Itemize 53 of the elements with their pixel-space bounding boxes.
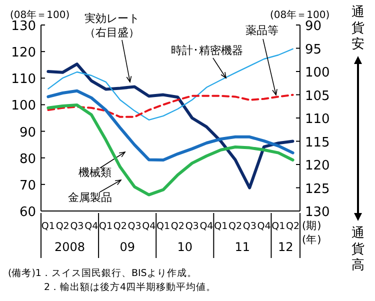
y-tick-label: 80 bbox=[19, 152, 36, 167]
text: 11 bbox=[234, 240, 250, 254]
y2-axis-title: (08年＝100) bbox=[270, 9, 330, 21]
x-tick-label: Q3 bbox=[242, 221, 256, 232]
x-axis-title: (期) bbox=[302, 220, 322, 232]
y-tick-label: 120 bbox=[11, 46, 36, 61]
x-tick-label: Q3 bbox=[185, 221, 199, 232]
x-tick-label: Q3 bbox=[128, 221, 142, 232]
text: 2．輸出額は後方4四半期移動平均値。 bbox=[44, 281, 216, 293]
text: 09 bbox=[120, 240, 135, 254]
x2-axis-title: (年) bbox=[302, 234, 322, 246]
y-tick-label: 110 bbox=[11, 72, 36, 88]
y2-tick-label: 95 bbox=[305, 42, 322, 58]
y-tick-label: 130 bbox=[11, 19, 36, 34]
x-tick-label: Q1 bbox=[214, 221, 228, 232]
text: 2008 bbox=[54, 240, 86, 254]
y2-tick-label: 105 bbox=[305, 88, 330, 104]
series-label: 金属製品 bbox=[68, 191, 112, 204]
text: (備考)1．スイス国民銀行、BISより作成。 bbox=[8, 267, 197, 279]
y2-tick-label: 115 bbox=[305, 135, 330, 150]
x-tick-label: Q2 bbox=[56, 221, 70, 232]
x-tick-label: Q1 bbox=[272, 221, 286, 232]
x-tick-label: Q1 bbox=[98, 221, 113, 232]
x-tick-label: Q4 bbox=[142, 221, 156, 232]
y2-tick-label: 130 bbox=[305, 205, 330, 220]
text: 通貨高 bbox=[352, 226, 364, 273]
x-tick-label: Q2 bbox=[113, 221, 127, 232]
x-tick-label: Q2 bbox=[286, 221, 300, 232]
text: 機械類 bbox=[78, 166, 112, 179]
y-tick-label: 60 bbox=[19, 205, 36, 220]
y-tick-label: 100 bbox=[11, 98, 36, 114]
y-tick-label: 70 bbox=[19, 178, 36, 194]
text: 薬品等 bbox=[246, 24, 278, 37]
text: 実効レート（右目盛） bbox=[84, 12, 140, 39]
y2-tick-label: 100 bbox=[305, 66, 330, 80]
x-tick-label: Q3 bbox=[70, 221, 84, 232]
y2-tick-label: 90 bbox=[305, 19, 322, 34]
x-tick-label: Q1 bbox=[156, 221, 170, 232]
x-tick-label: Q2 bbox=[228, 221, 242, 232]
series-label: 時計･精密機器 bbox=[171, 44, 243, 57]
y-tick-label: 90 bbox=[19, 125, 36, 140]
x-tick-label: Q4 bbox=[257, 221, 271, 232]
y2-tick-label: 110 bbox=[305, 112, 330, 127]
x-tick-label: Q4 bbox=[84, 221, 98, 232]
x-tick-label: Q2 bbox=[170, 221, 184, 232]
y-axis-title: (08年＝100) bbox=[10, 9, 70, 21]
x-tick-label: Q1 bbox=[41, 221, 55, 232]
y2-tick-label: 120 bbox=[305, 158, 330, 174]
x-tick-label: Q4 bbox=[200, 221, 214, 232]
y2-tick-label: 125 bbox=[305, 182, 330, 197]
text: 10 bbox=[177, 240, 193, 254]
text: 12 bbox=[278, 240, 294, 254]
text: 通貨安 bbox=[352, 5, 364, 52]
